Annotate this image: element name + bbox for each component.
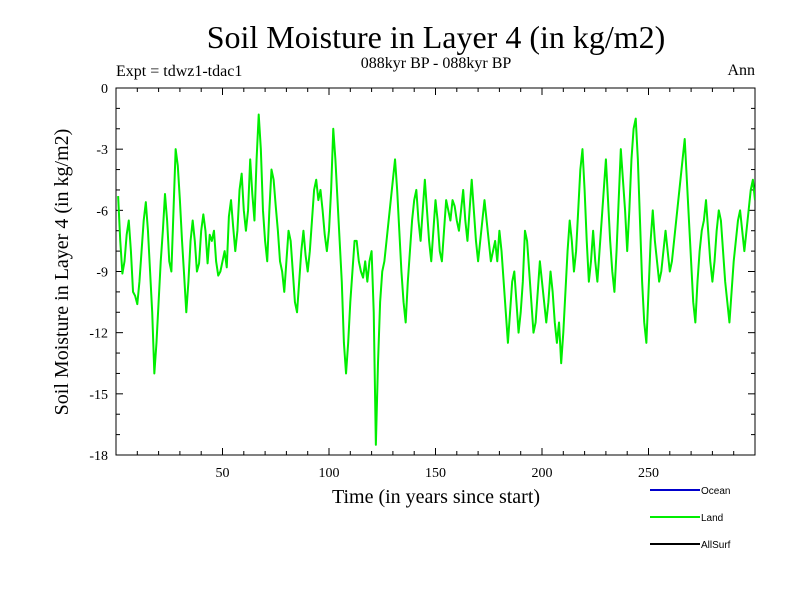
plot-frame (115, 87, 756, 456)
y-tick-label: -9 (96, 266, 108, 281)
y-tick-label: -15 (89, 388, 108, 403)
y-tick-label: -6 (96, 204, 108, 219)
chart-subtitle: 088kyr BP - 088kyr BP (361, 55, 512, 72)
y-axis: 0 -3 -6 -9 -12 -15 -18 (89, 82, 755, 464)
y-tick-label: -18 (89, 449, 108, 464)
legend-label-allsurf: AllSurf (701, 540, 731, 551)
x-axis: 50 100 150 200 250 (136, 88, 735, 481)
y-tick-label: -3 (96, 143, 108, 158)
x-tick-label: 200 (532, 466, 553, 481)
series-line-land (117, 113, 755, 446)
x-tick-label: 250 (638, 466, 659, 481)
x-tick-label: 150 (425, 466, 446, 481)
legend-label-ocean: Ocean (701, 486, 730, 497)
chart-title: Soil Moisture in Layer 4 (in kg/m2) (207, 19, 666, 55)
y-tick-label: -12 (89, 327, 108, 342)
legend: Ocean Land AllSurf (650, 486, 731, 551)
legend-label-land: Land (701, 513, 723, 524)
x-tick-label: 50 (216, 466, 230, 481)
y-tick-label: 0 (101, 82, 108, 97)
y-axis-label: Soil Moisture in Layer 4 (in kg/m2) (51, 129, 73, 416)
experiment-label: Expt = tdwz1-tdac1 (116, 63, 242, 80)
x-axis-label: Time (in years since start) (332, 486, 540, 508)
period-label: Ann (727, 62, 755, 79)
x-tick-label: 100 (319, 466, 340, 481)
